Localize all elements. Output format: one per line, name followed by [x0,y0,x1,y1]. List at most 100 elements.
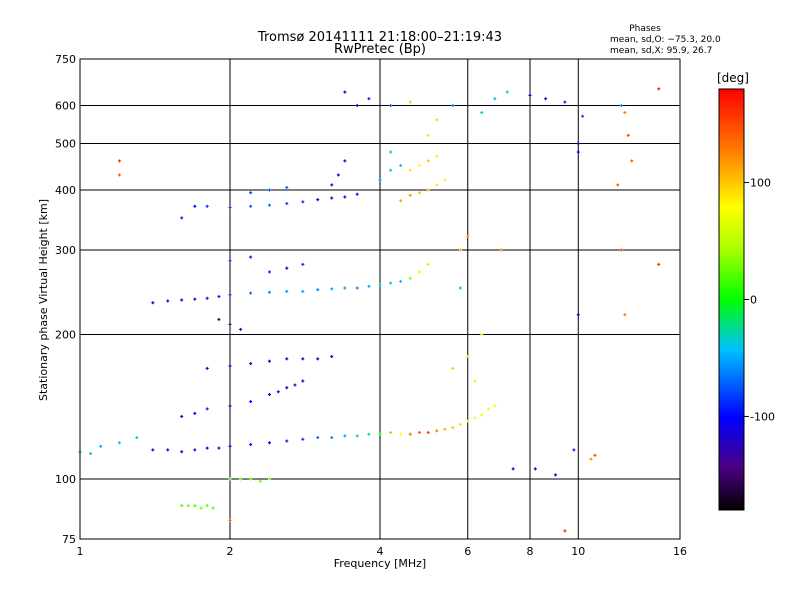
data-point [619,248,623,252]
data-point [89,452,93,456]
colorbar [718,88,745,511]
data-point [408,276,412,280]
data-point [619,104,623,108]
data-point [367,284,371,288]
data-point [267,188,271,192]
data-point [301,437,305,441]
data-point [228,322,232,326]
data-point [399,432,403,436]
data-point [316,198,320,202]
data-point [480,111,484,115]
data-point [180,216,184,220]
data-point [553,473,557,477]
data-point [389,150,393,154]
data-point [151,448,155,452]
data-point [276,390,280,394]
grid [80,59,680,539]
data-point [657,262,661,266]
y-axis: 75 100 200 300 400 500 600 750 [55,53,76,546]
data-point [399,279,403,283]
data-point [205,446,209,450]
data-point [117,173,121,177]
data-point [285,439,289,443]
x-tick-label: 16 [673,545,687,558]
data-point [267,203,271,207]
chart-subtitle: RwPretec (Bp) [334,42,426,57]
phases-heading: Phases [629,24,661,34]
data-point [267,477,271,481]
data-point [99,444,103,448]
data-point [258,479,262,483]
data-point [301,357,305,361]
data-point [435,429,439,433]
data-point [399,163,403,167]
data-point [193,504,197,508]
data-point [228,205,232,209]
data-point [451,426,455,430]
data-point [505,90,509,94]
data-point [330,183,334,187]
data-point [563,529,567,533]
data-point [443,427,447,431]
data-point [330,436,334,440]
data-point [408,432,412,436]
plot-frame [79,58,681,540]
data-point [572,448,576,452]
data-point [426,431,430,435]
data-point [316,357,320,361]
data-point [180,450,184,454]
data-point [408,168,412,172]
data-point [330,287,334,291]
data-point [389,168,393,172]
data-point [205,204,209,208]
colorbar-tick-label: 0 [750,294,757,307]
data-point [217,446,221,450]
data-point [343,159,347,163]
data-point [239,477,243,481]
x-tick-label: 10 [571,545,585,558]
data-point [451,366,455,370]
data-point [267,393,271,397]
data-point [657,87,661,91]
data-point [228,259,232,263]
data-point [389,281,393,285]
data-point [626,133,630,137]
data-point [285,266,289,270]
data-point [466,419,470,423]
colorbar-tick-label: -100 [750,410,775,423]
data-point [480,413,484,417]
data-point [623,111,627,115]
data-point [581,114,585,118]
data-point [301,379,305,383]
data-point [378,178,382,182]
data-point [336,173,340,177]
data-point [389,104,393,108]
chart-title: Tromsø 20141111 21:18:00–21:19:43 [257,30,502,45]
x-tick-label: 4 [377,545,384,558]
data-point [166,299,170,303]
y-tick-label: 75 [62,533,76,546]
y-tick-label: 200 [55,329,76,342]
data-point [239,327,243,331]
data-point [499,248,503,252]
data-point [466,235,470,239]
data-point [285,357,289,361]
data-point [316,288,320,292]
data-point [330,196,334,200]
data-point [249,477,253,481]
data-point [367,97,371,101]
y-tick-label: 600 [55,100,76,113]
data-point [544,97,548,101]
data-point [186,504,190,508]
data-point [180,414,184,418]
data-point [408,100,412,104]
phases-o-stats: mean, sd,O: −75.3, 20.0 [610,35,721,45]
data-point [466,354,470,358]
data-point [249,291,253,295]
data-point [589,457,593,461]
data-point [117,441,121,445]
phases-x-stats: mean, sd,X: 95.9, 26.7 [610,46,712,56]
data-point [486,407,490,411]
data-point [285,201,289,205]
